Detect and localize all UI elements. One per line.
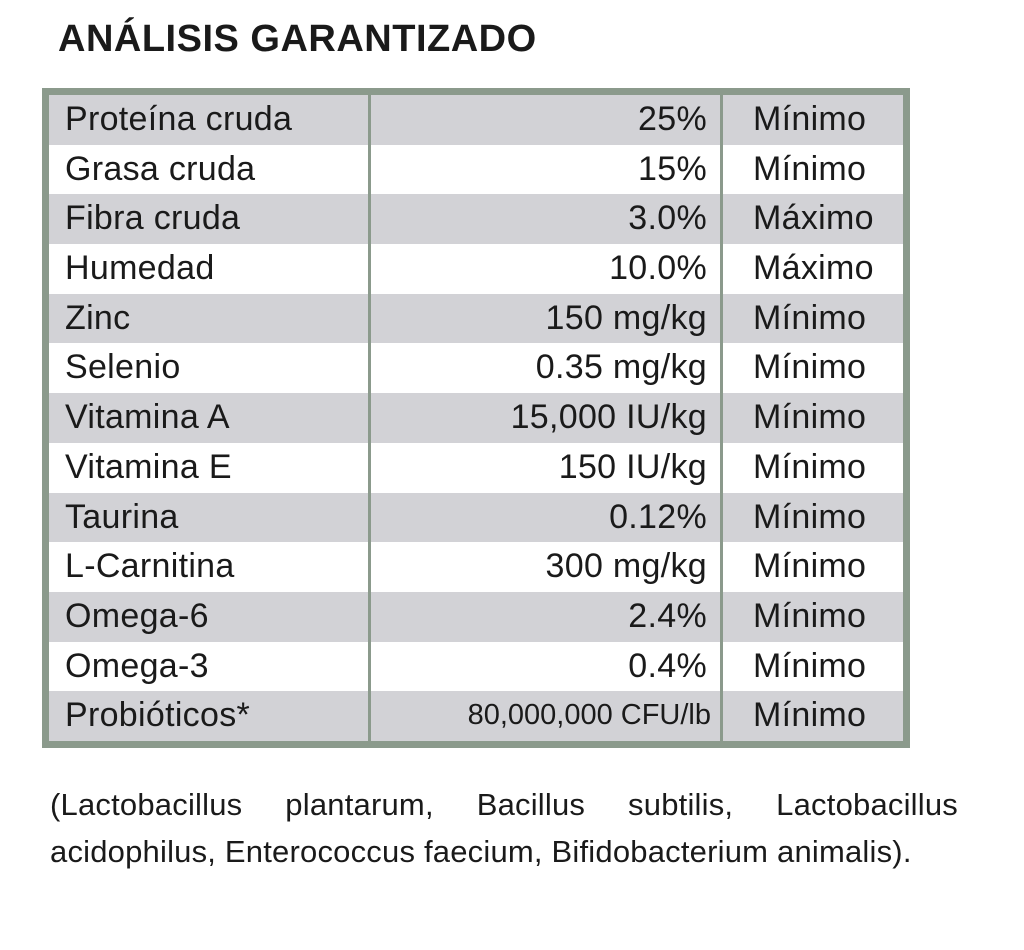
limit-cell: Mínimo [753,149,867,188]
limit-cell: Mínimo [753,447,867,486]
value-cell: 3.0% [371,194,723,245]
limit-cell: Mínimo [753,348,867,387]
limit-cell: Mínimo [753,646,867,685]
probiotics-footnote: (Lactobacillus plantarum, Bacillus subti… [50,787,958,869]
value-cell: 15,000 IU/kg [371,393,723,443]
value-cell: 0.4% [371,641,723,692]
limit-cell: Máximo [753,199,874,238]
table-row: Omega-3 0.4% Mínimo [49,641,903,692]
nutrient-cell: Humedad [49,244,371,294]
table-row: Omega-6 2.4% Mínimo [49,591,903,642]
nutrient-cell: Zinc [49,293,371,344]
nutrient-cell: Omega-6 [49,591,371,642]
limit-cell: Mínimo [753,596,867,635]
nutrient-cell: Probióticos* [49,691,371,741]
value-cell: 25% [371,95,723,145]
limit-cell: Mínimo [753,547,867,586]
limit-cell: Mínimo [753,696,867,735]
value-cell: 80,000,000 CFU/lb [371,691,723,741]
table-row: Probióticos* 80,000,000 CFU/lb Mínimo [49,691,903,741]
table-row: Vitamina E 150 IU/kg Mínimo [49,442,903,493]
page-title: ANÁLISIS GARANTIZADO [58,18,537,60]
value-cell: 150 mg/kg [371,293,723,344]
value-cell: 150 IU/kg [371,442,723,493]
value-cell: 15% [371,144,723,195]
value-cell: 2.4% [371,591,723,642]
table-row: Vitamina A 15,000 IU/kg Mínimo [49,393,903,443]
guaranteed-analysis-table: Proteína cruda 25% Mínimo Grasa cruda 15… [42,88,910,748]
nutrient-cell: Proteína cruda [49,95,371,145]
limit-cell: Mínimo [753,100,867,138]
value-cell: 10.0% [371,244,723,294]
table-row: Humedad 10.0% Máximo [49,244,903,294]
nutrient-cell: L-Carnitina [49,542,371,592]
nutrient-cell: Taurina [49,492,371,543]
limit-cell: Mínimo [753,298,867,337]
value-cell: 0.12% [371,492,723,543]
table-row: Selenio 0.35 mg/kg Mínimo [49,343,903,394]
table-row: Zinc 150 mg/kg Mínimo [49,293,903,344]
table-row: Grasa cruda 15% Mínimo [49,144,903,195]
nutrient-cell: Vitamina E [49,442,371,493]
table-row: Proteína cruda 25% Mínimo [49,95,903,145]
table-row: Fibra cruda 3.0% Máximo [49,194,903,245]
nutrient-cell: Vitamina A [49,393,371,443]
value-cell: 300 mg/kg [371,542,723,592]
limit-cell: Mínimo [753,497,867,536]
nutrient-cell: Fibra cruda [49,194,371,245]
nutrient-cell: Grasa cruda [49,144,371,195]
nutrient-cell: Selenio [49,343,371,394]
table-row: Taurina 0.12% Mínimo [49,492,903,543]
limit-cell: Mínimo [753,398,867,437]
limit-cell: Máximo [753,249,874,288]
nutrient-cell: Omega-3 [49,641,371,692]
value-cell: 0.35 mg/kg [371,343,723,394]
table-row: L-Carnitina 300 mg/kg Mínimo [49,542,903,592]
